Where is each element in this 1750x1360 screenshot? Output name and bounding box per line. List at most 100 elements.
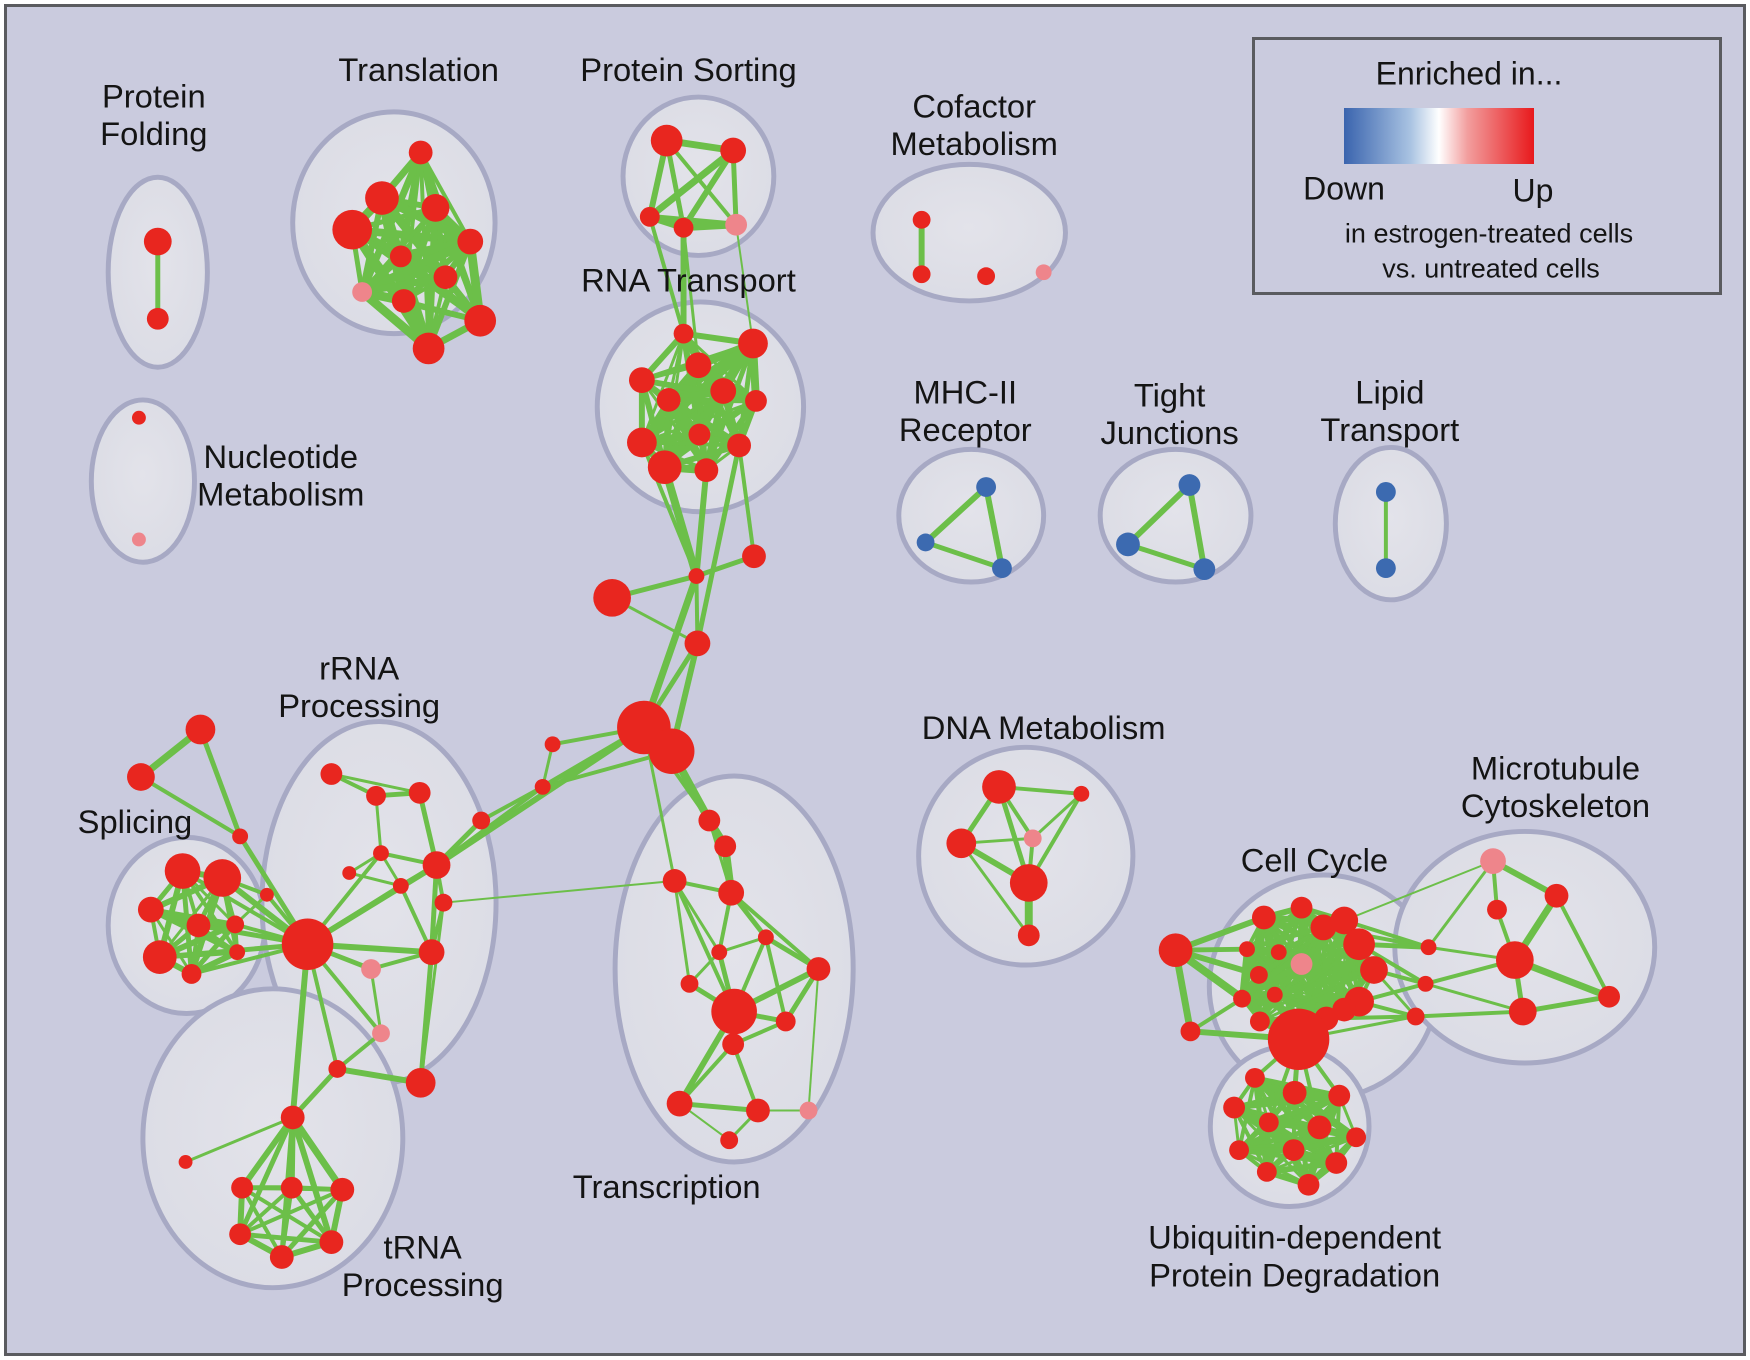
network-edge[interactable] bbox=[1125, 482, 1192, 547]
network-node-splicing-3[interactable] bbox=[186, 913, 211, 938]
network-edge[interactable] bbox=[237, 1116, 295, 1236]
network-node-rrna-13[interactable] bbox=[405, 1067, 436, 1098]
network-node-translation-7[interactable] bbox=[352, 282, 373, 302]
network-edge[interactable] bbox=[279, 1188, 345, 1259]
network-node-splicing_triangle-2[interactable] bbox=[232, 828, 249, 845]
network-node-cell_cycle-21[interactable] bbox=[1406, 1007, 1425, 1026]
network-node-microtubule-2[interactable] bbox=[1487, 899, 1507, 920]
network-edge[interactable] bbox=[641, 440, 740, 448]
network-node-translation-8[interactable] bbox=[391, 289, 416, 313]
network-edge[interactable] bbox=[1186, 484, 1208, 570]
network-node-cell_cycle-19[interactable] bbox=[1420, 939, 1437, 956]
network-node-connectors-9[interactable] bbox=[259, 887, 274, 902]
network-edge[interactable] bbox=[737, 445, 756, 557]
network-node-transcription-5[interactable] bbox=[757, 929, 774, 946]
network-edge[interactable] bbox=[693, 469, 710, 577]
network-node-trna-0[interactable] bbox=[231, 1176, 254, 1199]
network-node-transcription-8[interactable] bbox=[711, 988, 757, 1035]
network-node-ubiquitin-1[interactable] bbox=[1282, 1080, 1307, 1105]
network-edge[interactable] bbox=[289, 1116, 335, 1244]
network-edge[interactable] bbox=[139, 775, 242, 839]
network-node-mhc-1[interactable] bbox=[916, 533, 935, 552]
network-node-splicing-1[interactable] bbox=[203, 859, 242, 897]
network-node-ubiquitin-0[interactable] bbox=[1245, 1067, 1265, 1088]
network-node-transcription-6[interactable] bbox=[680, 974, 699, 993]
network-edge[interactable] bbox=[1245, 906, 1303, 951]
network-edge[interactable] bbox=[668, 397, 756, 404]
network-node-trna-4[interactable] bbox=[319, 1230, 344, 1255]
network-edge[interactable] bbox=[729, 891, 820, 971]
network-node-transcription-11[interactable] bbox=[666, 1090, 693, 1117]
network-node-splicing-0[interactable] bbox=[164, 853, 201, 889]
network-node-dna-0[interactable] bbox=[982, 770, 1016, 804]
network-node-transcription-3[interactable] bbox=[718, 879, 745, 906]
network-edge[interactable] bbox=[673, 880, 691, 985]
network-node-dna-5[interactable] bbox=[1017, 924, 1040, 947]
network-edge[interactable] bbox=[1343, 918, 1430, 950]
network-node-protein_sorting-2[interactable] bbox=[639, 206, 660, 227]
network-node-translation-9[interactable] bbox=[464, 304, 497, 337]
network-node-transcription-14[interactable] bbox=[720, 1131, 739, 1150]
network-node-tight-1[interactable] bbox=[1116, 532, 1140, 557]
network-node-rna_transport-9[interactable] bbox=[727, 433, 751, 458]
network-node-connectors-5[interactable] bbox=[648, 728, 695, 775]
network-node-splicing-5[interactable] bbox=[142, 940, 177, 974]
network-node-cell_cycle-13[interactable] bbox=[1360, 956, 1388, 984]
network-edge[interactable] bbox=[1343, 860, 1494, 922]
network-node-lipid-1[interactable] bbox=[1375, 558, 1396, 579]
network-node-protein_folding-1[interactable] bbox=[146, 307, 169, 330]
network-edge[interactable] bbox=[735, 224, 754, 344]
network-edge[interactable] bbox=[1425, 982, 1524, 1013]
network-node-cell_cycle-2[interactable] bbox=[1251, 905, 1276, 930]
network-edge[interactable] bbox=[434, 725, 646, 868]
network-node-rna_transport-1[interactable] bbox=[738, 328, 768, 359]
network-node-cell_cycle-4[interactable] bbox=[1239, 941, 1255, 958]
network-node-cell_cycle-11[interactable] bbox=[1330, 906, 1359, 935]
network-edge[interactable] bbox=[239, 1231, 332, 1245]
network-node-rna_transport-8[interactable] bbox=[627, 427, 657, 458]
network-node-dna-4[interactable] bbox=[1073, 785, 1090, 802]
network-node-microtubule-5[interactable] bbox=[1598, 985, 1620, 1008]
network-edge[interactable] bbox=[641, 399, 757, 444]
network-edge[interactable] bbox=[1415, 1009, 1523, 1019]
network-node-translation-0[interactable] bbox=[408, 140, 433, 165]
network-node-rna_transport-3[interactable] bbox=[628, 367, 655, 393]
network-node-cell_cycle-17[interactable] bbox=[1249, 1011, 1270, 1032]
network-node-ubiquitin-4[interactable] bbox=[1258, 1112, 1279, 1133]
network-node-splicing-7[interactable] bbox=[229, 944, 246, 961]
network-node-ubiquitin-8[interactable] bbox=[1282, 1139, 1305, 1161]
network-node-translation-1[interactable] bbox=[365, 181, 399, 215]
network-node-rna_transport-0[interactable] bbox=[673, 323, 694, 344]
network-node-ubiquitin-11[interactable] bbox=[1297, 1173, 1320, 1196]
network-node-transcription-12[interactable] bbox=[746, 1098, 770, 1123]
network-node-rna_transport-5[interactable] bbox=[710, 378, 737, 404]
network-node-ubiquitin-7[interactable] bbox=[1229, 1140, 1249, 1161]
network-node-cell_cycle-5[interactable] bbox=[1270, 944, 1287, 961]
network-node-transcription-1[interactable] bbox=[714, 835, 737, 858]
network-node-rrna-5[interactable] bbox=[422, 851, 451, 879]
network-node-rna_transport-10[interactable] bbox=[647, 450, 682, 485]
network-node-transcription-7[interactable] bbox=[806, 957, 831, 981]
network-node-connectors-6[interactable] bbox=[544, 736, 561, 753]
network-edge[interactable] bbox=[1233, 1092, 1340, 1111]
network-node-protein_folding-0[interactable] bbox=[143, 227, 172, 256]
network-node-cofactor-2[interactable] bbox=[977, 267, 996, 286]
network-edge[interactable] bbox=[673, 880, 721, 953]
network-node-connectors-2[interactable] bbox=[593, 579, 631, 617]
network-node-cell_cycle-8[interactable] bbox=[1233, 989, 1251, 1008]
network-node-translation-4[interactable] bbox=[457, 228, 484, 255]
network-edge[interactable] bbox=[681, 148, 736, 230]
network-node-connectors-0[interactable] bbox=[688, 568, 705, 584]
network-node-mhc-0[interactable] bbox=[976, 477, 997, 497]
network-edge[interactable] bbox=[647, 147, 736, 220]
network-node-splicing-6[interactable] bbox=[181, 964, 202, 984]
network-node-cell_cycle-20[interactable] bbox=[1417, 975, 1434, 992]
network-node-connectors-8[interactable] bbox=[472, 811, 491, 830]
network-edge[interactable] bbox=[682, 227, 700, 366]
network-node-rrna-2[interactable] bbox=[408, 781, 431, 804]
network-node-protein_sorting-4[interactable] bbox=[725, 213, 748, 236]
network-node-microtubule-0[interactable] bbox=[1480, 848, 1506, 874]
network-node-cell_cycle-7[interactable] bbox=[1290, 953, 1313, 975]
network-edge[interactable] bbox=[983, 486, 1005, 569]
network-node-transcription-10[interactable] bbox=[722, 1033, 745, 1056]
